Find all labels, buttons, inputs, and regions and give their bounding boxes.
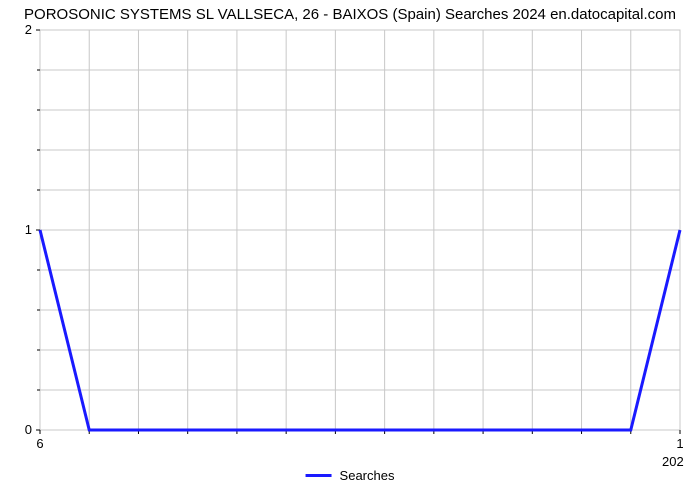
x-tick-label-left: 6 bbox=[36, 436, 43, 451]
legend-swatch bbox=[306, 474, 332, 477]
chart-svg: 0 1 2 6 1 bbox=[0, 0, 700, 500]
y-tick-label: 1 bbox=[25, 222, 32, 237]
chart-legend: Searches bbox=[306, 468, 395, 483]
x-secondary-label: 202 bbox=[662, 454, 684, 469]
legend-label: Searches bbox=[340, 468, 395, 483]
x-tick-label-right: 1 bbox=[676, 436, 683, 451]
y-tick-label: 2 bbox=[25, 22, 32, 37]
y-tick-label: 0 bbox=[25, 422, 32, 437]
series-line bbox=[40, 230, 680, 430]
